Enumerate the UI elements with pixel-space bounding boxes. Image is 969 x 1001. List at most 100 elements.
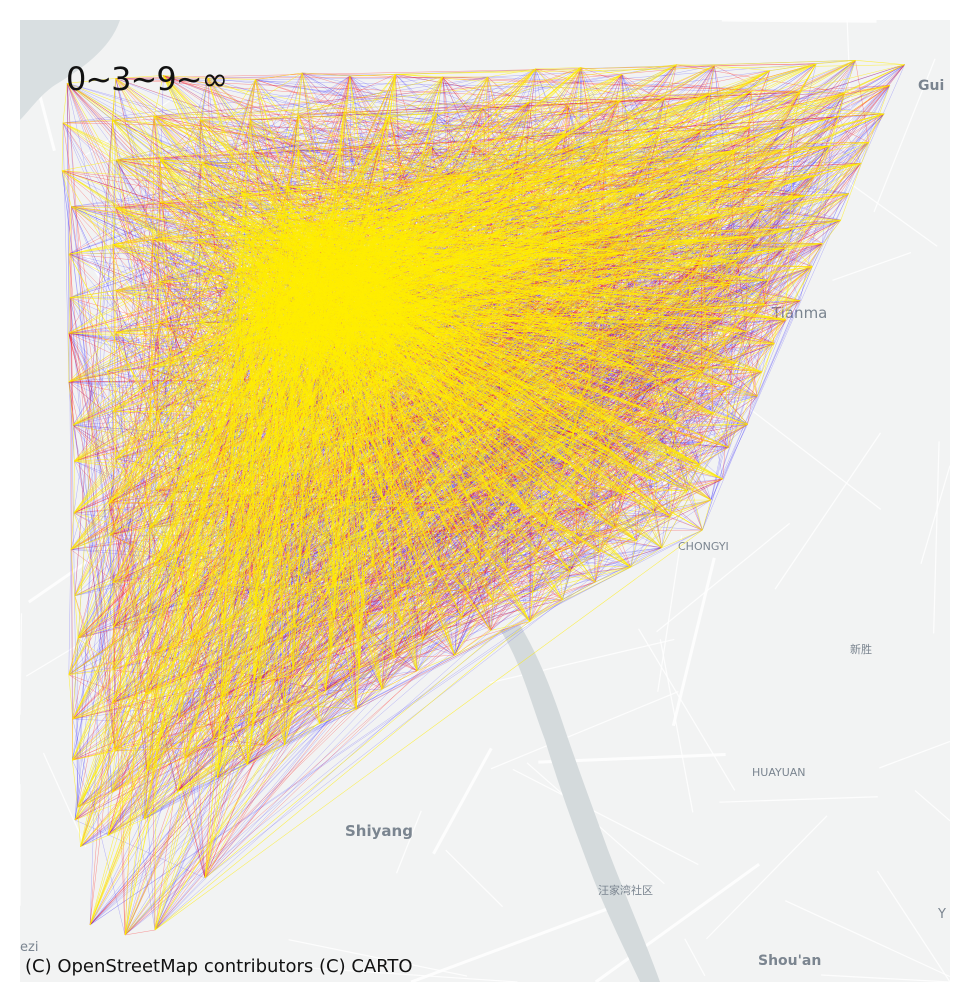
place-label-shiyang: Shiyang: [345, 822, 413, 840]
flow-line: [287, 75, 351, 187]
flow-line: [73, 244, 114, 514]
flow-line: [422, 575, 440, 641]
flow-line: [319, 531, 374, 724]
flow-line: [68, 332, 240, 348]
flow-line: [69, 68, 536, 298]
flow-line: [665, 64, 905, 356]
flow-line: [734, 145, 831, 151]
flow-line: [630, 243, 823, 568]
flow-line: [487, 65, 715, 78]
flow-line: [109, 411, 158, 536]
flow-line: [257, 400, 692, 572]
flow-line: [154, 617, 463, 931]
flow-line: [222, 400, 692, 698]
flow-line: [184, 670, 294, 759]
flow-line: [529, 480, 600, 553]
flow-line: [68, 201, 205, 255]
flow-line: [567, 105, 676, 422]
flow-line: [251, 91, 752, 152]
place-label-ezi: ezi: [20, 940, 38, 955]
lake: [20, 20, 120, 120]
flow-line: [701, 60, 856, 443]
flow-line: [74, 582, 114, 821]
flow-line: [653, 85, 890, 513]
flow-line: [217, 490, 688, 778]
flow-line: [112, 75, 351, 245]
flow-line: [325, 640, 359, 691]
flow-line: [422, 91, 801, 641]
flow-line: [722, 319, 787, 480]
flow-line: [249, 119, 467, 177]
flow-line: [433, 279, 768, 417]
flow-line: [552, 247, 786, 493]
flow-line: [72, 424, 224, 625]
flow-line: [443, 342, 491, 631]
flow-line: [493, 304, 765, 602]
flow-line: [124, 453, 423, 936]
flow-line: [764, 175, 816, 305]
flow-line: [699, 395, 758, 465]
flow-line: [255, 493, 624, 608]
flow-line: [68, 75, 351, 255]
flow-line: [736, 260, 768, 281]
flow-line: [676, 64, 845, 94]
flow-line: [449, 532, 530, 622]
flow-line: [573, 211, 677, 433]
flow-line: [379, 143, 774, 180]
flow-line: [654, 113, 885, 412]
flow-line: [570, 321, 747, 332]
flow-line: [143, 527, 150, 820]
flow-line: [184, 507, 587, 759]
flow-line: [217, 437, 354, 778]
flow-line: [284, 655, 455, 745]
flow-line: [325, 560, 480, 691]
flow-line: [72, 718, 249, 727]
flow-line: [148, 492, 554, 737]
place-label-huayuan: HUAYUAN: [752, 766, 806, 779]
flow-line: [547, 377, 592, 527]
flow-line: [325, 690, 357, 710]
flow-line: [710, 424, 748, 501]
flow-line: [607, 205, 765, 451]
flow-line: [668, 247, 786, 457]
flow-line: [89, 245, 666, 926]
place-label-wangjiawan: 汪家湾社区: [598, 883, 653, 897]
flow-line: [69, 297, 116, 752]
river: [500, 625, 660, 982]
flow-line: [68, 381, 116, 752]
flow-line: [640, 433, 662, 548]
flow-line: [112, 463, 570, 703]
flow-line: [124, 552, 600, 936]
flow-line: [812, 193, 850, 267]
flow-line: [201, 150, 735, 164]
flow-line: [283, 85, 890, 705]
flow-line: [154, 450, 609, 931]
flow-line: [493, 547, 662, 602]
flow-line: [72, 370, 108, 426]
flow-line: [66, 83, 73, 720]
flow-line: [68, 381, 116, 752]
flow-line: [634, 113, 885, 368]
flow-line: [364, 330, 491, 631]
flow-line: [469, 566, 631, 592]
flow-line: [200, 76, 488, 121]
flow-line: [436, 113, 473, 146]
flow-line: [454, 438, 469, 656]
place-label-gui: Gui: [918, 78, 944, 94]
flow-line: [160, 74, 622, 161]
flow-line: [576, 447, 729, 546]
flow-line: [222, 456, 669, 698]
flow-line: [573, 65, 715, 433]
flow-line: [325, 560, 480, 691]
flow-line: [71, 125, 795, 207]
flow-line: [89, 586, 403, 926]
flow-line: [154, 300, 494, 931]
flow-line: [68, 381, 75, 462]
flow-line: [112, 191, 242, 245]
flow-line: [251, 85, 890, 152]
flow-line: [77, 119, 113, 808]
flow-line: [178, 566, 374, 718]
flow-line: [144, 529, 703, 820]
flow-line: [77, 638, 113, 793]
